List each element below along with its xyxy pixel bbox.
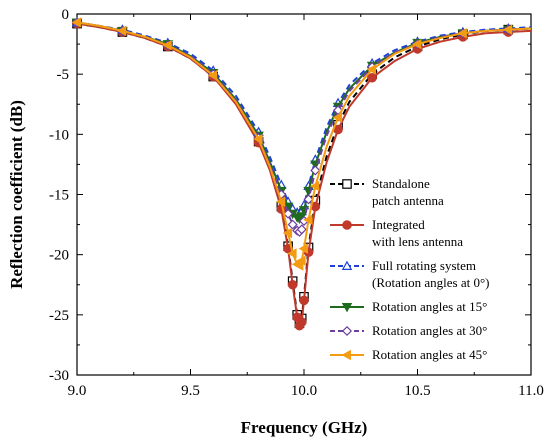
y-tick-label: -10 xyxy=(49,127,69,143)
data-point xyxy=(253,133,263,145)
legend-entry-3: Rotation angles at 15° xyxy=(330,299,487,314)
legend-label: Rotation angles at 30° xyxy=(372,323,487,338)
legend-marker xyxy=(342,220,352,230)
legend-marker xyxy=(341,260,353,270)
y-axis-title: Reflection coefficient (dB) xyxy=(7,100,26,289)
data-point xyxy=(287,219,298,230)
data-point xyxy=(296,224,307,235)
axis-ticks xyxy=(76,13,532,376)
data-point xyxy=(275,196,286,207)
x-tick-label: 9.0 xyxy=(68,383,87,399)
legend: Standalone patch antenna Integrated with le… xyxy=(330,176,489,362)
data-point xyxy=(287,279,298,290)
data-point xyxy=(282,227,293,239)
data-point xyxy=(502,24,513,35)
series-3 xyxy=(71,18,532,225)
series-layer xyxy=(71,16,532,331)
legend-label: Standalone xyxy=(372,176,430,191)
data-point xyxy=(71,17,81,28)
x-tick-label: 9.5 xyxy=(181,383,200,399)
data-point xyxy=(298,243,308,254)
data-point xyxy=(207,70,218,81)
data-point xyxy=(299,295,309,306)
legend-marker xyxy=(342,179,352,189)
data-point xyxy=(296,255,306,266)
legend-entry-0: Standalone patch antenna xyxy=(330,176,444,208)
y-tick-label: -20 xyxy=(49,248,69,264)
x-tick-label: 10.5 xyxy=(404,383,430,399)
legend-label: patch antenna xyxy=(372,193,444,208)
legend-label: with lens antenna xyxy=(372,234,463,249)
tick-labels: 9.0 9.5 10.0 10.5 11.0 0 -5 -10 -15 -20 -25 -30 xyxy=(49,7,544,399)
series-line xyxy=(76,21,532,215)
series-4 xyxy=(71,17,532,237)
y-tick-label: -5 xyxy=(57,67,70,83)
y-tick-label: -30 xyxy=(49,368,69,384)
x-axis-title: Frequency (GHz) xyxy=(241,418,368,437)
data-point xyxy=(287,248,297,259)
data-point xyxy=(283,208,294,219)
data-point xyxy=(296,317,307,327)
data-point xyxy=(366,64,377,75)
y-tick-label: -15 xyxy=(49,188,69,204)
legend-label: Integrated xyxy=(372,217,425,232)
data-point xyxy=(162,40,172,51)
x-tick-label: 10.0 xyxy=(291,383,317,399)
data-point xyxy=(294,260,304,271)
legend-label: Full rotating system xyxy=(372,258,476,273)
data-point xyxy=(457,28,467,39)
data-point xyxy=(310,165,321,176)
x-tick-label: 11.0 xyxy=(518,383,544,399)
series-2 xyxy=(71,16,532,218)
legend-marker xyxy=(341,303,353,313)
legend-label: Rotation angles at 15° xyxy=(372,299,487,314)
data-point xyxy=(303,194,314,205)
data-point xyxy=(116,25,127,37)
legend-marker xyxy=(341,325,353,337)
legend-entry-5: Rotation angles at 45° xyxy=(330,347,487,362)
legend-entry-4: Rotation angles at 30° xyxy=(330,323,487,338)
data-point xyxy=(309,180,320,192)
legend-entry-2: Full rotating system (Rotation angles at … xyxy=(330,258,489,290)
data-point xyxy=(303,214,313,225)
legend-marker xyxy=(341,349,351,361)
legend-label: Rotation angles at 45° xyxy=(372,347,487,362)
legend-entry-1: Integrated with lens antenna xyxy=(330,217,463,249)
y-tick-label: 0 xyxy=(62,7,70,23)
series-5 xyxy=(71,17,532,271)
data-point xyxy=(412,38,422,50)
y-tick-label: -25 xyxy=(49,308,69,324)
data-point xyxy=(367,72,377,83)
legend-label: (Rotation angles at 0°) xyxy=(372,275,489,290)
data-point xyxy=(332,112,343,123)
